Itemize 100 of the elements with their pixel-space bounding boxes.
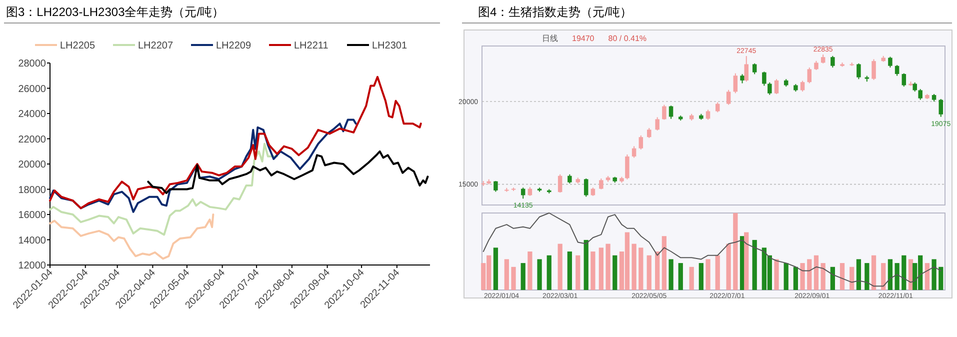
bar — [807, 259, 812, 290]
candlestick — [584, 178, 588, 198]
bar — [830, 266, 835, 290]
legend-label: LH2209 — [216, 40, 252, 52]
candlestick — [912, 82, 917, 92]
bar — [774, 259, 779, 290]
bar — [528, 252, 532, 290]
candlestick — [856, 62, 861, 80]
legend-label: LH2301 — [372, 40, 408, 52]
y-tick-label: 26000 — [18, 84, 46, 95]
bar — [632, 244, 636, 290]
bar — [511, 266, 516, 290]
legend-label: LH2205 — [60, 40, 96, 52]
candlestick — [646, 127, 652, 138]
bar — [856, 259, 862, 290]
bar — [504, 259, 509, 290]
text: 80 / 0.41% — [608, 34, 646, 43]
candlestick — [744, 56, 748, 82]
candlestick — [599, 178, 604, 190]
text: 19470 — [572, 34, 595, 43]
y-tick-label: 22000 — [18, 134, 46, 146]
bar — [726, 244, 731, 290]
bar — [662, 236, 666, 290]
bar — [598, 248, 604, 290]
bar — [864, 263, 870, 290]
bar — [706, 259, 710, 290]
y-tick-label: 20000 — [18, 160, 46, 170]
y-tick-label: 16000 — [18, 210, 46, 221]
candlestick — [894, 64, 900, 76]
candlestick — [726, 89, 731, 106]
line-series — [49, 214, 214, 260]
bar — [558, 244, 562, 290]
candlestick — [872, 58, 876, 80]
bar — [668, 259, 674, 290]
line-series — [147, 150, 429, 194]
chart-title: 图4：生猪指数走势（元/吨） — [478, 5, 632, 19]
bar — [932, 259, 936, 290]
bar — [715, 255, 720, 290]
bar — [537, 259, 542, 290]
candlestick — [740, 74, 744, 84]
bar — [744, 232, 749, 290]
text: 日线 — [542, 34, 558, 43]
bar — [850, 266, 854, 290]
bar — [881, 263, 886, 290]
bar — [590, 252, 596, 290]
candlestick — [638, 134, 644, 150]
bar — [689, 266, 694, 290]
candlestick — [918, 88, 922, 100]
candlestick — [715, 102, 720, 113]
bar — [793, 266, 798, 290]
bar — [584, 240, 588, 290]
bar — [698, 263, 704, 290]
bar — [646, 255, 652, 290]
line-series — [49, 76, 422, 210]
bar — [800, 263, 805, 290]
bar — [576, 255, 580, 290]
bar — [655, 252, 660, 290]
bar — [871, 255, 876, 290]
y-tick-label: 28000 — [18, 58, 46, 70]
bar — [902, 255, 906, 290]
bar — [678, 263, 683, 290]
bar — [784, 263, 788, 290]
candlestick — [807, 67, 812, 84]
bar — [814, 255, 819, 290]
candlestick — [655, 116, 660, 131]
bar — [752, 240, 757, 290]
candlestick — [494, 180, 498, 192]
candlestick — [558, 174, 562, 194]
bar — [938, 266, 944, 290]
legend-label: LH2207 — [138, 40, 174, 52]
y-tick-label: 24000 — [18, 109, 46, 120]
candlestick — [733, 72, 738, 94]
bar — [612, 255, 618, 290]
candlestick — [662, 104, 666, 120]
bar — [888, 259, 893, 290]
bar — [493, 248, 498, 290]
bar — [520, 263, 526, 290]
bar — [840, 263, 845, 290]
candlestick — [668, 105, 674, 120]
candlestick — [938, 98, 944, 118]
chart-title: 图3：LH2203-LH2303全年走势（元/吨） — [6, 5, 224, 19]
candlestick — [768, 82, 772, 96]
bar — [733, 213, 738, 290]
bar — [638, 248, 644, 290]
y-tick-label: 18000 — [18, 184, 46, 196]
candlestick — [830, 55, 835, 68]
bar — [546, 255, 552, 290]
line-series — [49, 118, 357, 213]
candlestick — [814, 60, 818, 71]
candlestick — [888, 56, 892, 68]
candlestick — [800, 80, 805, 92]
candlestick — [774, 78, 779, 95]
candlestick — [902, 72, 906, 88]
bar — [924, 263, 930, 290]
bar — [567, 252, 572, 290]
y-tick-label: 12000 — [18, 260, 46, 272]
candlestick — [625, 154, 630, 180]
bar — [606, 244, 610, 290]
legend-label: LH2211 — [294, 40, 329, 52]
line-series — [49, 142, 278, 236]
